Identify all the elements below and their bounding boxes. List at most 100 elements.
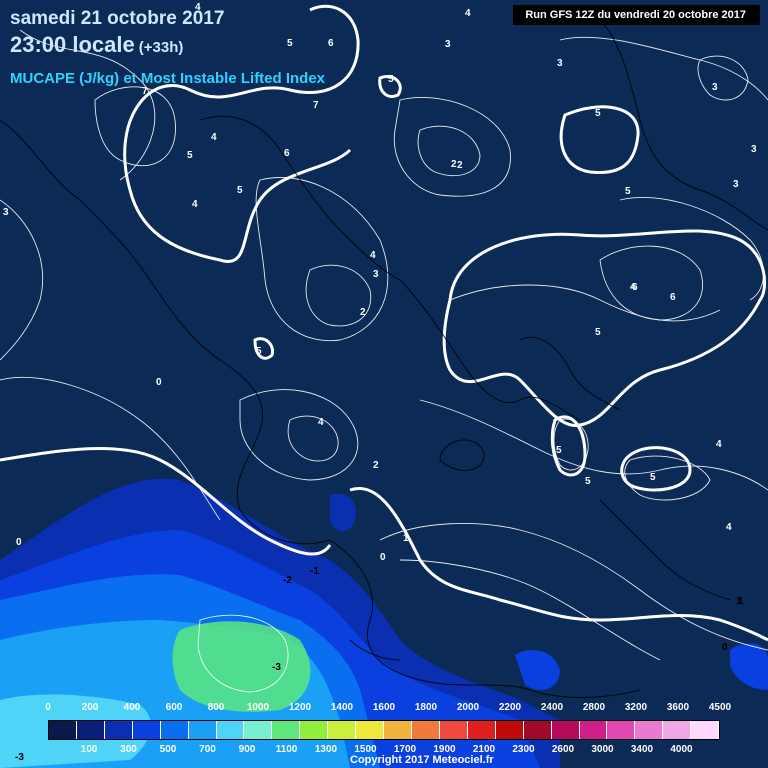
legend-top-label: 0 [45, 702, 51, 713]
contour-value-label: 0 [156, 377, 162, 388]
legend-top-label: 2800 [582, 702, 606, 713]
legend-bottom-label: 900 [238, 744, 256, 755]
legend-top-label: 3200 [624, 702, 648, 713]
legend-bottom-label: 2100 [472, 744, 496, 755]
legend-top-label: 1800 [414, 702, 438, 713]
contour-value-label: 4 [370, 250, 376, 261]
contour-value-label: 5 [595, 327, 601, 338]
legend-swatch [663, 721, 692, 739]
legend-swatch [76, 721, 105, 739]
legend-top-label: 1000 [246, 702, 270, 713]
contour-value-label: 0 [722, 642, 728, 653]
contour-value-label: 4 [716, 439, 722, 450]
contour-value-label: 6 [284, 148, 290, 159]
contour-value-label: -3 [15, 752, 24, 763]
forecast-time: 23:00 locale (+33h) [10, 32, 183, 58]
color-legend: 0 200 400 600 800 1000 1200 1400 1600 1800 2000 220… [45, 702, 731, 762]
legend-swatch [188, 721, 217, 739]
cape-fill [0, 478, 768, 768]
contour-value-label: 3 [733, 179, 739, 190]
legend-top-label: 2000 [456, 702, 480, 713]
legend-swatch [579, 721, 608, 739]
contour-value-label: 7 [142, 86, 148, 97]
contour-value-label: 3 [445, 39, 451, 50]
contour-value-label: 5 [256, 346, 262, 357]
thick-contours [0, 4, 768, 642]
legend-bottom-label: 500 [159, 744, 177, 755]
contour-value-label: 3 [373, 269, 379, 280]
forecast-date: samedi 21 octobre 2017 [10, 8, 225, 29]
contour-value-label: 5 [585, 476, 591, 487]
contour-value-label: 2 [360, 307, 366, 318]
run-info: Run GFS 12Z du vendredi 20 octobre 2017 [513, 5, 760, 25]
legend-bottom-label: 2300 [512, 744, 535, 755]
legend-top-label: 3600 [666, 702, 690, 713]
lifted-index-contours [0, 29, 768, 693]
legend-top-label: 1200 [288, 702, 312, 713]
contour-value-label: 4 [465, 8, 471, 19]
contour-value-label: 2 [373, 460, 379, 471]
legend-top-label: 1600 [372, 702, 396, 713]
forecast-offset: (+33h) [138, 39, 184, 56]
legend-top-label: 2400 [540, 702, 564, 713]
legend-top-label: 1400 [330, 702, 354, 713]
contour-value-label: 7 [313, 100, 319, 111]
legend-bottom-label: 1500 [354, 744, 377, 755]
contour-value-label: 5 [650, 472, 656, 483]
legend-bottom-label: 700 [199, 744, 216, 755]
legend-swatch [551, 721, 580, 739]
copyright: Copyright 2017 Meteociel.fr [350, 754, 494, 766]
legend-swatch [691, 721, 720, 739]
product-title: MUCAPE (J/kg) et Most Instable Lifted In… [10, 70, 326, 87]
contour-value-label: 6 [670, 292, 676, 303]
legend-swatch [384, 721, 412, 739]
legend-top-label: 400 [123, 702, 141, 713]
legend-top-label: 4500 [708, 702, 732, 713]
legend-bottom-label: 3400 [630, 744, 654, 755]
contour-value-label: 5 [625, 186, 631, 197]
contour-value-label: 4 [318, 417, 324, 428]
contour-value-label: 5 [187, 150, 193, 161]
legend-swatch [104, 721, 133, 739]
contour-value-label: 1 [403, 533, 409, 544]
legend-swatch [272, 721, 301, 739]
contour-value-label: 4 [195, 2, 201, 13]
legend-swatch [216, 721, 245, 739]
legend-bottom-label: 1700 [393, 744, 417, 755]
contour-value-label: 2 [457, 160, 463, 171]
legend-top-label: 800 [207, 702, 225, 713]
contour-value-label: 3 [3, 207, 9, 218]
legend-top-label: 200 [81, 702, 99, 713]
contour-value-label: 1 [736, 596, 742, 607]
contour-value-label: 3 [751, 144, 757, 155]
legend-bottom-label: 2600 [551, 744, 575, 755]
contour-value-label: 4 [211, 132, 217, 143]
legend-bottom-labels: 100 300 500 700 900 1100 1300 1500 1700 1900 2100 2… [48, 744, 720, 758]
contour-value-label: 5 [388, 74, 394, 85]
legend-swatch [160, 721, 189, 739]
contour-value-label: 2 [451, 159, 457, 170]
contour-value-label: -2 [283, 575, 292, 586]
contour-value-label: 3 [712, 82, 718, 93]
legend-bottom-label: 3000 [591, 744, 614, 755]
legend-swatch [439, 721, 468, 739]
coastlines [0, 19, 768, 698]
contour-value-label: 4 [630, 282, 636, 293]
legend-swatch [300, 721, 329, 739]
legend-swatch [523, 721, 552, 739]
forecast-time-text: 23:00 locale [10, 32, 135, 57]
legend-swatch [495, 721, 524, 739]
legend-swatch [328, 721, 357, 739]
contour-value-label: 1 [738, 596, 744, 607]
legend-swatch [356, 721, 385, 739]
legend-top-label: 600 [165, 702, 183, 713]
legend-top-labels: 0 200 400 600 800 1000 1200 1400 1600 1800 2000 220… [45, 702, 731, 718]
legend-bottom-label: 1100 [275, 744, 298, 755]
contour-value-label: 4 [192, 199, 198, 210]
legend-bottom-label: 1900 [433, 744, 456, 755]
legend-bottom-label: 300 [120, 744, 137, 755]
contour-value-label: -1 [310, 566, 319, 577]
legend-swatch [411, 721, 440, 739]
legend-color-bar [48, 720, 720, 740]
